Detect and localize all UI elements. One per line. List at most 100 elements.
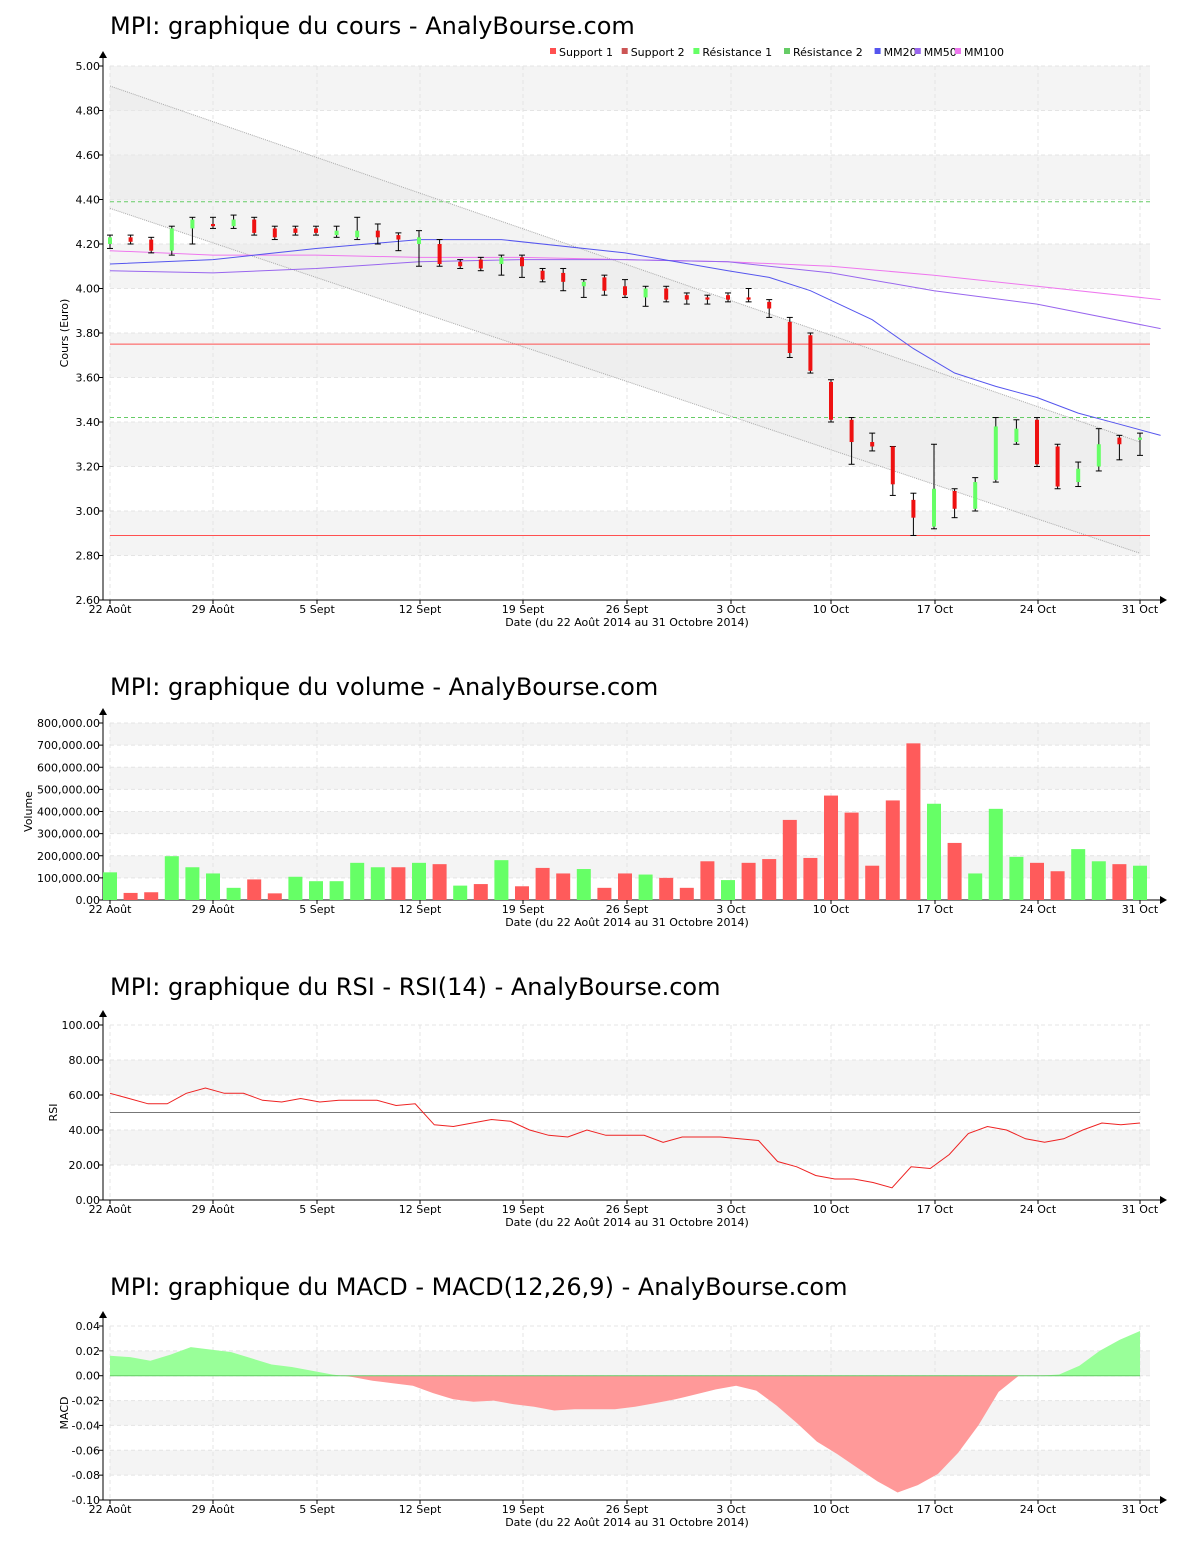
candle — [580, 279, 587, 298]
candle-body — [231, 219, 236, 227]
candle — [416, 230, 422, 267]
band-stripe — [110, 1130, 1150, 1165]
band-stripe — [110, 767, 1150, 790]
y-tick-label: 0.04 — [76, 1320, 101, 1333]
rsi-line — [109, 1087, 1141, 1189]
y-tick-label: 5.00 — [76, 60, 101, 73]
candle-body — [911, 499, 916, 518]
volume-bar — [762, 859, 777, 900]
x-tick-label: 17 Oct — [917, 1503, 954, 1516]
x-tick-label: 22 Août — [89, 1503, 133, 1516]
y-tick-label: -0.06 — [72, 1444, 100, 1457]
candle-body — [705, 297, 710, 300]
candle — [148, 236, 155, 254]
x-tick-label: 5 Sept — [299, 603, 335, 616]
volume-bar — [185, 867, 200, 900]
candle-body — [128, 237, 133, 242]
candle — [663, 285, 670, 303]
x-tick-label: 24 Oct — [1020, 1503, 1057, 1516]
x-axis-caption: Date (du 22 Août 2014 au 31 Octobre 2014… — [505, 1216, 749, 1229]
volume-bar — [1009, 856, 1024, 900]
x-tick-label: 5 Sept — [299, 903, 335, 916]
y-tick-label: 300,000.00 — [37, 828, 100, 841]
volume-panel: 0.00 100,000.00 200,000.00 300,000.00 400,00… — [22, 673, 1167, 929]
candle — [828, 379, 834, 423]
x-tick-label: 26 Sept — [606, 1503, 649, 1516]
candle-body — [808, 335, 813, 371]
volume-bar — [782, 819, 797, 900]
x-axis-arrow — [1160, 1196, 1167, 1204]
legend-entry: Support 2 — [631, 46, 685, 59]
candle — [931, 443, 937, 530]
candle — [951, 488, 958, 519]
candle-body — [767, 301, 772, 309]
legend-swatch — [874, 48, 881, 54]
volume-bar — [432, 864, 447, 900]
volume-bar — [947, 842, 962, 900]
volume-bar — [1112, 864, 1127, 900]
volume-bars — [103, 743, 1147, 900]
candle-body — [190, 219, 195, 229]
y-tick-label: -0.10 — [72, 1494, 100, 1507]
y-tick-label: 20.00 — [69, 1159, 101, 1172]
candle — [972, 477, 979, 512]
rsi-panel: 0.00 20.00 40.00 60.00 80.00 100.00 22 Août 29 … — [47, 973, 1167, 1229]
y-tick-label: 4.80 — [76, 105, 101, 118]
volume-bar — [247, 879, 262, 900]
x-tick-label: 26 Sept — [606, 603, 649, 616]
volume-bar — [1050, 871, 1065, 900]
x-tick-label: 19 Sept — [502, 603, 545, 616]
volume-bar — [370, 867, 385, 900]
volume-bar — [473, 884, 488, 900]
candle — [519, 254, 525, 278]
volume-bar — [164, 856, 179, 900]
x-tick-label: 31 Oct — [1122, 603, 1159, 616]
volume-bar — [597, 887, 612, 900]
candle — [807, 332, 814, 374]
candle-body — [561, 272, 566, 282]
candle — [1013, 419, 1020, 445]
x-tick-label: 29 Août — [192, 603, 236, 616]
candle-body — [1138, 437, 1142, 440]
chart-title: MPI: graphique du cours - AnalyBourse.co… — [110, 12, 635, 40]
candle — [189, 216, 196, 245]
y-tick-label: 0.00 — [76, 894, 101, 907]
candle-body — [623, 286, 627, 296]
volume-bar — [206, 873, 220, 900]
candle-body — [1035, 419, 1039, 465]
candle-body — [520, 257, 524, 267]
band-stripe — [110, 511, 1150, 556]
y-tick-label: 3.60 — [76, 372, 101, 385]
y-tick-label: 0.00 — [76, 1194, 101, 1207]
volume-bar — [226, 887, 241, 900]
candle — [642, 285, 649, 307]
candle — [1075, 461, 1082, 488]
candle-body — [726, 295, 730, 300]
macd-panel: -0.10 -0.08 -0.06 -0.04 -0.02 0.00 0.02 0.04 22 … — [58, 1273, 1167, 1529]
y-tick-label: 2.80 — [76, 550, 101, 563]
candle — [436, 239, 443, 267]
x-tick-label: 5 Sept — [299, 1503, 335, 1516]
y-tick-label: 0.00 — [76, 1370, 101, 1383]
volume-bar — [824, 795, 838, 900]
mm50-line — [109, 259, 1161, 330]
candle — [457, 259, 464, 269]
y-tick-label: 800,000.00 — [37, 717, 100, 730]
candle — [745, 288, 752, 303]
candle — [271, 225, 278, 241]
x-tick-label: 3 Oct — [716, 1503, 746, 1516]
mm20-line — [109, 239, 1161, 436]
y-tick-label: 500,000.00 — [37, 783, 100, 796]
x-tick-label: 12 Sept — [399, 1203, 442, 1216]
channel-upper-line — [109, 85, 1141, 443]
candle-body — [334, 230, 339, 236]
chart-title: MPI: graphique du volume - AnalyBourse.c… — [110, 673, 658, 701]
volume-bar — [906, 743, 921, 900]
x-tick-label: 10 Oct — [813, 903, 850, 916]
y-tick-label: 4.40 — [76, 194, 101, 207]
channel-fill — [110, 86, 1140, 554]
candle-body — [252, 219, 257, 233]
candle — [292, 225, 299, 236]
candle — [1137, 432, 1143, 456]
price-panel: 2.60 2.80 3.00 3.20 3.40 3.60 3.80 4.00 4.20 4.40… — [58, 12, 1167, 629]
